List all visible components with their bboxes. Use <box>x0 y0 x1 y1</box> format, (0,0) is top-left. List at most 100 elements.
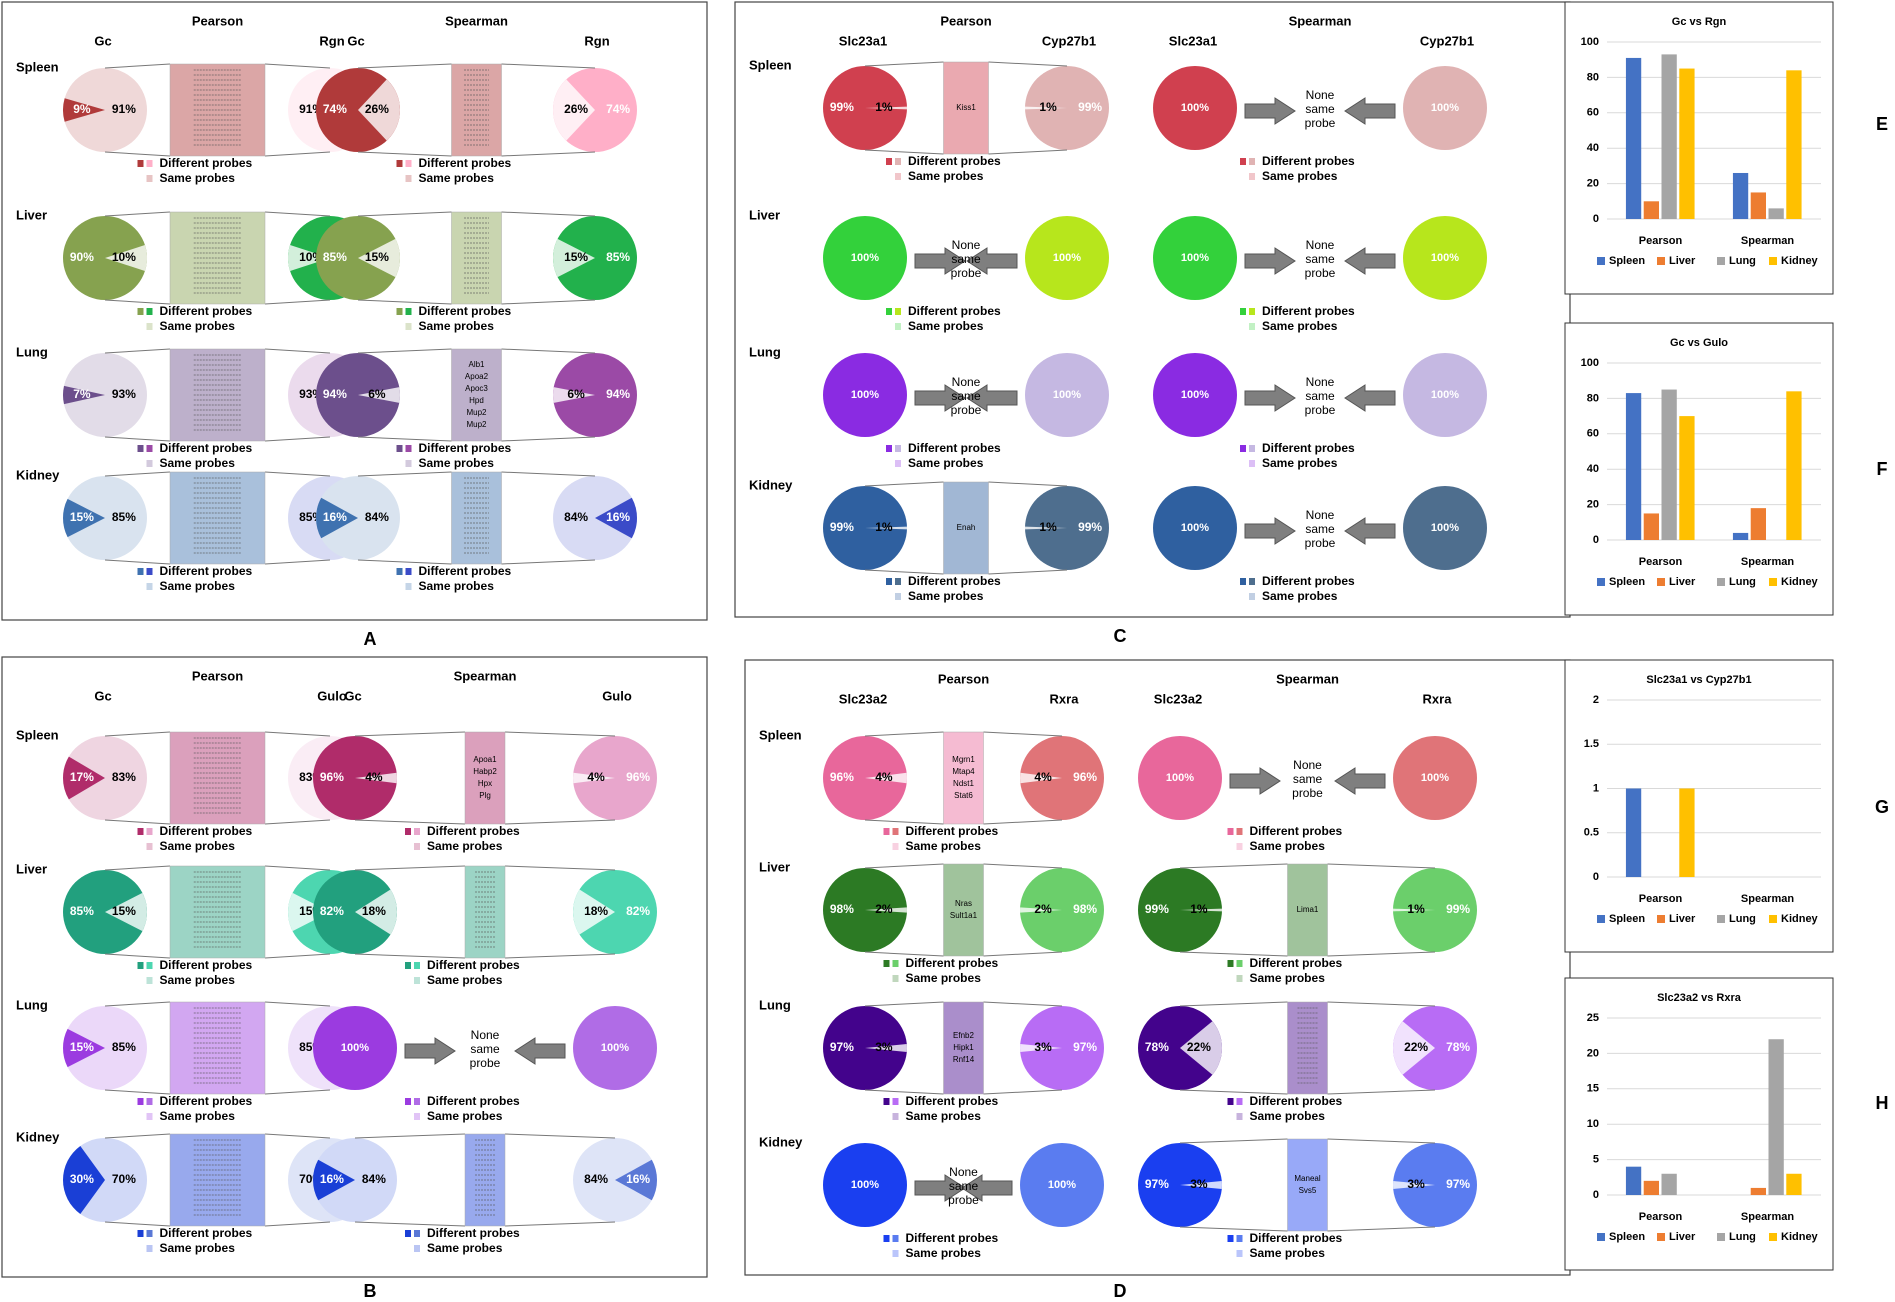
pie-chart <box>316 353 401 437</box>
legend-different-label: Different probes <box>1250 1094 1343 1108</box>
pie-value-label: 96% <box>626 770 650 784</box>
tissue-label: Liver <box>16 207 47 222</box>
y-tick-label: 0.5 <box>1584 827 1599 839</box>
pie-slice-small <box>865 1044 907 1052</box>
method-title: Spearman <box>445 13 508 28</box>
legend-swatch <box>886 445 892 452</box>
pie-chart <box>573 1138 658 1222</box>
legend-swatch <box>1236 1235 1243 1242</box>
legend-same-label: Same probes <box>1262 456 1338 470</box>
tissue-label: Kidney <box>759 1134 803 1149</box>
legend-swatch <box>1597 257 1605 265</box>
arrow-icon <box>966 247 1018 275</box>
legend-different-label: Different probes <box>160 564 253 578</box>
pie-value-label: 99% <box>1145 902 1169 916</box>
legend-swatch <box>892 1250 899 1257</box>
x-category-label: Spearman <box>1741 893 1794 905</box>
legend-different-label: Different probes <box>427 824 520 838</box>
legend-swatch <box>405 828 411 835</box>
tissue-label: Kidney <box>16 1129 60 1144</box>
connector-line <box>864 569 944 575</box>
legend-same-label: Same probes <box>1250 1109 1326 1123</box>
none-same-probe-text: probe <box>1305 536 1336 550</box>
arrow-icon <box>1344 97 1396 125</box>
gene-name-label: Plg <box>479 791 491 800</box>
pie-value-label: 9% <box>73 102 91 116</box>
connector-line <box>501 211 596 217</box>
connector-line <box>264 1001 331 1007</box>
legend-swatch <box>895 578 901 585</box>
arrow-icon <box>514 1037 566 1065</box>
pie-value-label: 99% <box>1078 100 1102 114</box>
pie-slice-small <box>1393 1181 1435 1189</box>
pie-value-label: 100% <box>1431 389 1459 401</box>
arrow-icon <box>1244 97 1296 125</box>
pie-value-label: 99% <box>1446 902 1470 916</box>
y-tick-label: 40 <box>1587 463 1599 475</box>
legend-swatch <box>1769 257 1777 265</box>
none-same-probe-text: same <box>951 252 981 266</box>
connector-line <box>104 348 171 354</box>
connector-line <box>104 299 171 305</box>
legend-same-label: Same probes <box>160 839 236 853</box>
connector-line <box>104 436 171 442</box>
pie-chart <box>1020 868 1104 952</box>
pie-slice-small <box>316 497 358 539</box>
x-category-label: Pearson <box>1639 556 1683 568</box>
pie-slice-small <box>62 756 105 800</box>
connector-line <box>264 211 331 217</box>
bar-liver <box>1750 1187 1766 1195</box>
pie-value-label: 83% <box>112 770 136 784</box>
legend-swatch <box>1249 593 1255 600</box>
method-title: Pearson <box>938 671 989 686</box>
legend-same-label: Same probes <box>427 1241 503 1255</box>
legend-same-label: Same probes <box>160 579 236 593</box>
pie-value-label: 97% <box>1073 1040 1097 1054</box>
none-same-probe-text: None <box>1306 238 1335 252</box>
pie-value-label: 18% <box>362 904 386 918</box>
pie-pair: 74% 26% 26% 74% <box>316 63 637 157</box>
legend-swatch <box>886 158 892 165</box>
pie-chart <box>62 736 147 820</box>
connector-line <box>983 1001 1063 1007</box>
pie-value-label: 85% <box>112 1040 136 1054</box>
bar-spleen <box>1625 393 1642 540</box>
bar-spleen <box>1625 57 1642 220</box>
bar-lung <box>1768 1039 1784 1195</box>
pie-chart <box>823 1143 907 1227</box>
arrow-icon <box>1344 384 1396 412</box>
connector-line <box>1179 951 1288 957</box>
legend-different-label: Different probes <box>1250 1231 1343 1245</box>
connector-line <box>864 149 944 155</box>
pie-value-label: 10% <box>112 250 136 264</box>
legend-different-label: Different probes <box>160 824 253 838</box>
legend-swatch <box>892 843 899 850</box>
pie-pair: Lima1 99% 1% 1% 99% <box>1138 863 1477 957</box>
y-tick-label: 80 <box>1587 392 1599 404</box>
none-same-probe-text: probe <box>1305 266 1336 280</box>
connector-line <box>104 1133 171 1139</box>
legend-same-label: Same probes <box>906 1246 982 1260</box>
pie-slice-small <box>63 498 105 538</box>
none-same-probe-text: same <box>1305 522 1335 536</box>
legend-swatch <box>137 1098 144 1105</box>
pie-chart <box>1403 486 1487 570</box>
bar-lung <box>1661 54 1677 219</box>
pie-slice-small <box>1393 908 1435 912</box>
connector-line <box>983 863 1063 869</box>
legend-swatch <box>1227 960 1234 967</box>
pie-chart <box>1153 66 1237 150</box>
legend-swatch <box>137 1230 144 1237</box>
pie-value-label: 74% <box>606 102 630 116</box>
pie-slice-small <box>553 238 595 278</box>
tissue-label: Lung <box>16 344 48 359</box>
legend-swatch <box>396 160 403 167</box>
pie-value-label: 99% <box>1078 520 1102 534</box>
arrow-icon <box>966 384 1018 412</box>
legend-swatch <box>883 1098 890 1105</box>
arrow-icon <box>1334 767 1386 795</box>
pie-pair: 78% 22% 22% 78% <box>1138 1001 1477 1095</box>
legend-swatch <box>1236 975 1243 982</box>
